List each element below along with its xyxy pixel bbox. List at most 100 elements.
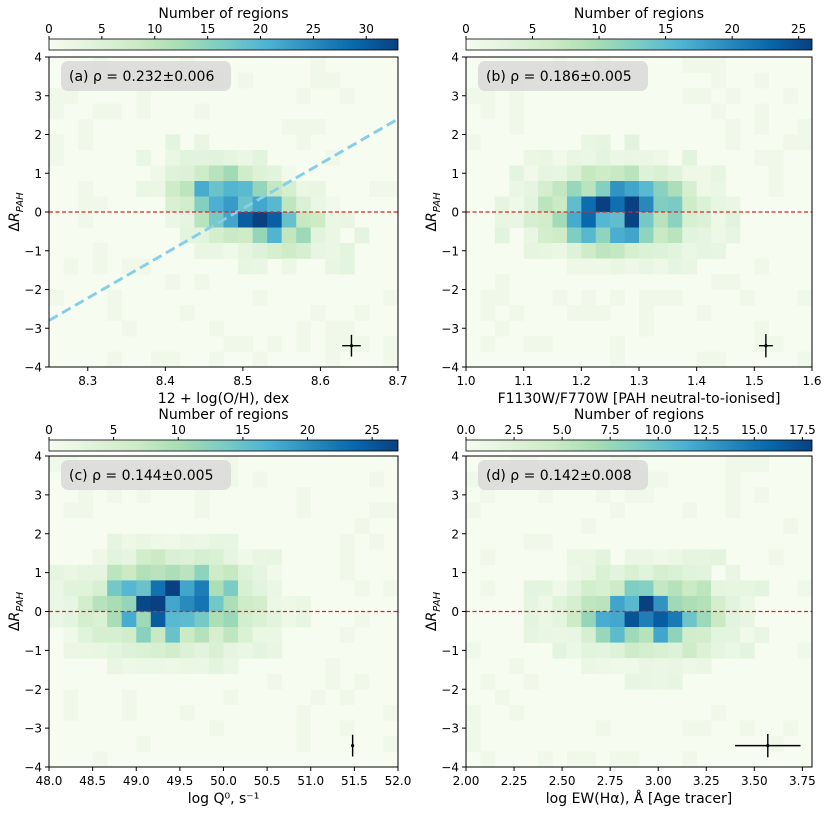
heatmap-bin <box>136 181 152 197</box>
heatmap-bin <box>339 320 355 337</box>
heatmap-bin <box>252 549 268 566</box>
heatmap-bin <box>296 704 312 721</box>
heatmap-bin <box>107 305 123 321</box>
heatmap-bin <box>509 704 525 721</box>
heatmap-bin <box>194 611 210 628</box>
heatmap-bin <box>238 181 253 197</box>
heatmap-bin <box>682 258 698 275</box>
heatmap-bin <box>480 487 496 504</box>
heatmap-bin <box>252 351 268 368</box>
heatmap-bin <box>523 611 539 628</box>
heatmap-bin <box>194 502 210 519</box>
heatmap-bin <box>325 658 341 675</box>
heatmap-bin <box>624 549 640 566</box>
heatmap-bin <box>296 502 312 519</box>
heatmap-bin <box>639 258 654 275</box>
heatmap-bin <box>383 351 399 368</box>
heatmap-bin <box>581 751 597 768</box>
heatmap-bin <box>136 735 152 752</box>
heatmap-bin <box>121 320 137 337</box>
heatmap-bin <box>208 196 224 213</box>
heatmap-bin <box>49 134 64 151</box>
heatmap-bin <box>581 518 597 535</box>
heatmap-bin <box>682 627 698 643</box>
heatmap-bin <box>208 642 224 659</box>
heatmap-bin <box>581 658 597 675</box>
heatmap-bin <box>78 502 94 519</box>
heatmap-bin <box>368 533 384 550</box>
heatmap-bin <box>325 212 341 228</box>
y-tick-label: 3 <box>451 89 459 103</box>
heatmap-bin <box>610 243 625 259</box>
colorbar-tick-label: 30 <box>359 22 374 36</box>
heatmap-bin <box>296 735 312 752</box>
heatmap-bin <box>480 336 496 352</box>
heatmap-bin <box>797 351 813 368</box>
heatmap-bin <box>624 165 640 182</box>
heatmap-bin <box>624 611 640 628</box>
heatmap-bin <box>653 289 669 306</box>
heatmap-bin <box>150 580 166 597</box>
heatmap-bin <box>739 289 755 306</box>
heatmap-bin <box>223 611 239 628</box>
heatmap-bin <box>296 196 312 213</box>
heatmap-bin <box>667 181 683 197</box>
heatmap-bin <box>267 212 283 228</box>
heatmap-bin <box>223 150 239 166</box>
heatmap-bin <box>653 227 669 244</box>
heatmap-bin <box>208 658 224 675</box>
heatmap-bin <box>639 196 654 213</box>
heatmap-bin <box>610 212 625 228</box>
heatmap-bin <box>267 673 283 690</box>
heatmap-bin <box>552 289 568 306</box>
heatmap-bin <box>711 642 726 659</box>
heatmap-bin <box>566 150 582 166</box>
heatmap-bin <box>78 487 94 504</box>
heatmap-bin <box>797 134 813 151</box>
heatmap-bin <box>49 564 64 581</box>
heatmap-bin <box>696 549 712 566</box>
heatmap-bin <box>653 150 669 166</box>
heatmap-bin <box>49 103 64 120</box>
heatmap-bin <box>610 595 625 612</box>
heatmap-bin <box>150 549 166 566</box>
heatmap-bin <box>610 751 625 768</box>
heatmap-bin <box>179 580 195 597</box>
heatmap-bin <box>538 181 553 197</box>
heatmap-bin <box>78 564 94 581</box>
heatmap-bin <box>339 258 355 275</box>
heatmap-bin <box>610 336 625 352</box>
heatmap-bin <box>653 212 669 228</box>
heatmap-bin <box>667 165 683 182</box>
heatmap-bin <box>552 150 568 166</box>
heatmap-bin <box>566 305 582 321</box>
heatmap-bin <box>667 212 683 228</box>
heatmap-bin <box>523 595 539 612</box>
heatmap-bin <box>223 627 239 643</box>
heatmap-bin <box>238 196 253 213</box>
heatmap-bin <box>754 103 770 120</box>
heatmap-bin <box>296 611 312 628</box>
heatmap-bin <box>78 181 94 197</box>
heatmap-bin <box>711 611 726 628</box>
heatmap-bin <box>639 320 654 337</box>
heatmap-bin <box>325 351 341 368</box>
heatmap-bin <box>653 658 669 675</box>
heatmap-bin <box>509 196 525 213</box>
heatmap-bin <box>610 165 625 182</box>
colorbar-tick-label: 5 <box>98 22 106 36</box>
heatmap-bin <box>165 627 181 643</box>
heatmap-bin <box>696 181 712 197</box>
heatmap-bin <box>63 258 79 275</box>
heatmap-bin <box>194 103 210 120</box>
heatmap-bin <box>339 243 355 259</box>
heatmap-bin <box>682 227 698 244</box>
heatmap-bin <box>696 227 712 244</box>
heatmap-bin <box>696 580 712 597</box>
heatmap-bin <box>92 751 108 768</box>
heatmap-bin <box>179 642 195 659</box>
heatmap-bin <box>725 134 741 151</box>
colorbar-tick-label: 5 <box>110 423 118 437</box>
heatmap-bin <box>238 72 253 89</box>
heatmap-bin <box>150 658 166 675</box>
